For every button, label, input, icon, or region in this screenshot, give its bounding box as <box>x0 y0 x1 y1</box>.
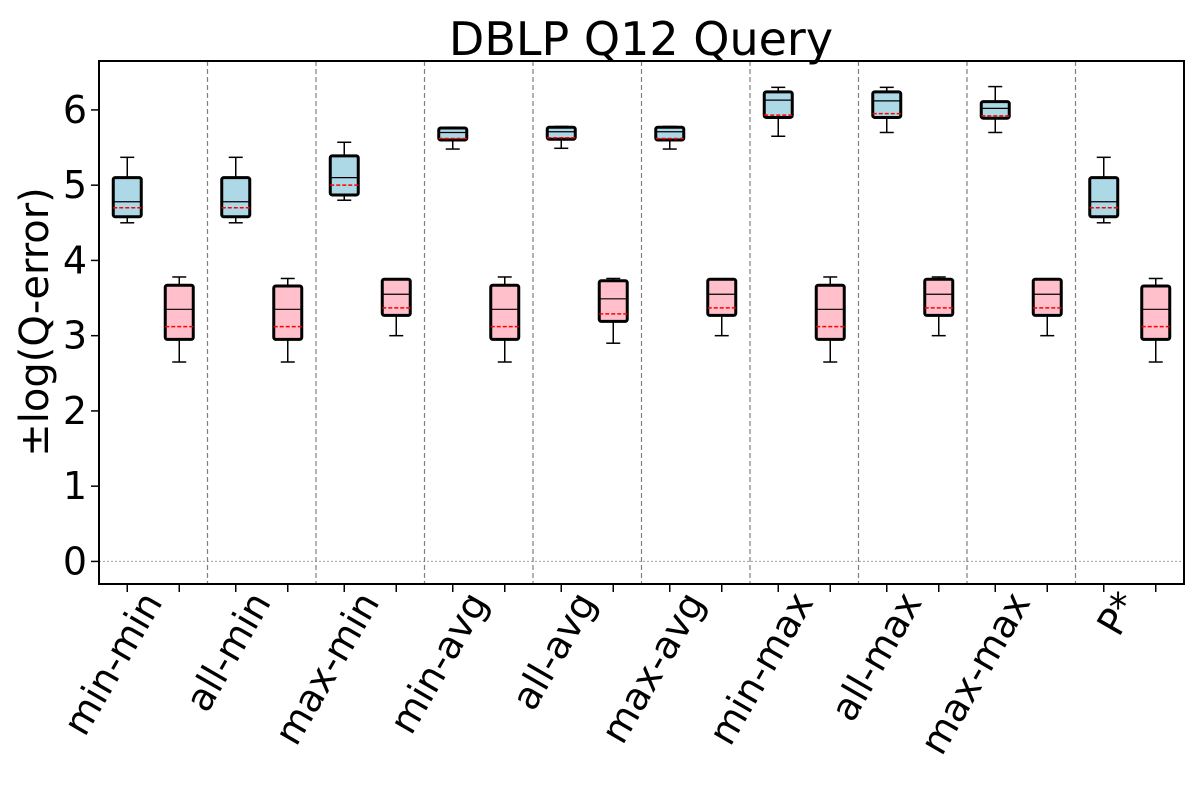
plot-frame <box>98 60 1185 585</box>
box <box>871 90 903 119</box>
box <box>1031 277 1063 317</box>
box <box>380 277 412 317</box>
box <box>654 125 686 142</box>
x-tick-label: max-avg <box>592 585 713 751</box>
x-tick-label: min-max <box>700 585 822 753</box>
x-tick-label: min-min <box>54 585 171 743</box>
box <box>706 277 738 317</box>
y-tick-label: 4 <box>63 238 87 282</box>
box <box>1140 284 1172 341</box>
box <box>1088 176 1120 219</box>
box <box>545 125 577 141</box>
box <box>762 90 794 119</box>
y-tick-label: 6 <box>63 88 87 132</box>
box <box>328 154 360 197</box>
x-tick-label: all-avg <box>503 585 605 718</box>
x-tick-label: P* <box>1088 585 1147 643</box>
box <box>437 126 469 142</box>
box <box>923 277 955 317</box>
y-tick-label: 2 <box>63 389 87 433</box>
box <box>814 283 846 341</box>
y-tick-label: 0 <box>63 539 87 583</box>
box <box>489 283 521 341</box>
y-tick-label: 5 <box>63 163 87 207</box>
box <box>597 279 629 323</box>
box <box>979 100 1011 120</box>
y-tick-label: 1 <box>63 464 87 508</box>
box <box>111 176 143 219</box>
x-tick-label: all-max <box>822 585 931 729</box>
y-axis-label: ±log(Q-error) <box>12 187 58 457</box>
x-tick-label: all-min <box>177 585 280 719</box>
y-tick-label: 3 <box>63 314 87 358</box>
box <box>272 284 304 341</box>
x-tick-label: min-avg <box>381 585 497 741</box>
box <box>163 283 195 341</box>
box <box>220 176 252 219</box>
x-tick-label: max-max <box>911 585 1039 762</box>
chart-title: DBLP Q12 Query <box>449 12 833 66</box>
x-tick-label: max-min <box>266 585 388 753</box>
